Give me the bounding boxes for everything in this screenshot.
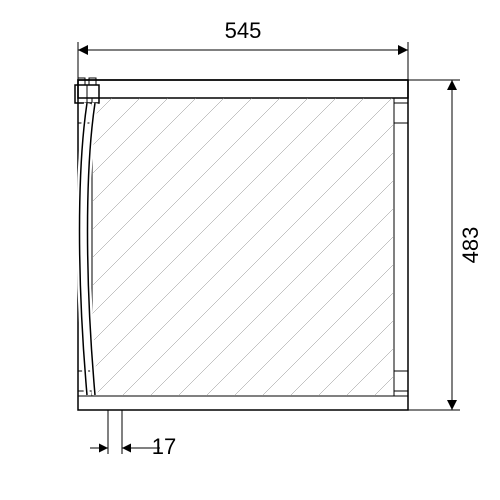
dim-label-width: 545 <box>225 18 262 43</box>
right-rail <box>394 98 408 396</box>
core-hatch <box>0 98 500 396</box>
bottom-rail <box>78 396 408 410</box>
dim-label-height: 483 <box>458 227 483 264</box>
top-rail <box>78 80 408 98</box>
dim-label-thickness: 17 <box>152 434 176 459</box>
part-outline <box>78 80 408 410</box>
